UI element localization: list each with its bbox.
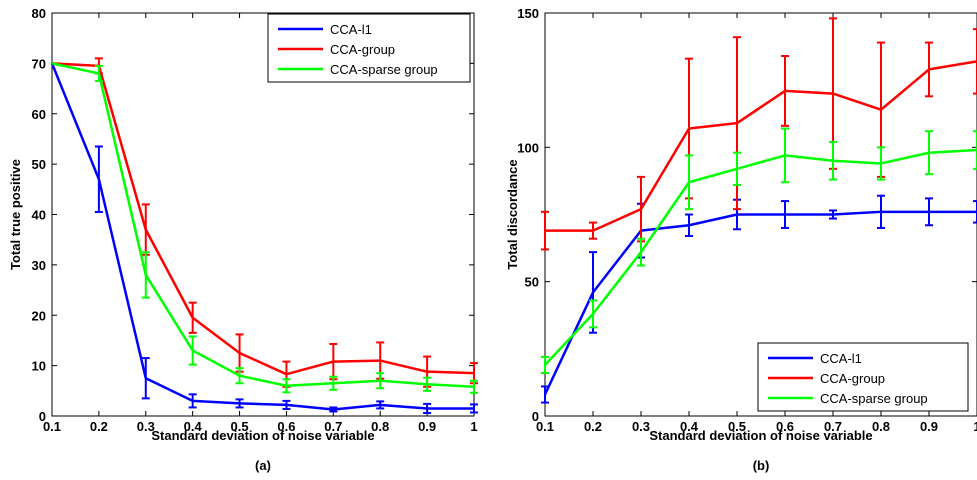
y-axis-label: Total discordance xyxy=(505,159,520,269)
x-tick-label: 0.8 xyxy=(371,419,389,434)
x-tick-label: 0.1 xyxy=(43,419,61,434)
y-tick-label: 50 xyxy=(32,157,46,172)
x-tick-label: 0.3 xyxy=(632,419,650,434)
x-tick-label: 0.4 xyxy=(680,419,699,434)
x-tick-label: 0.7 xyxy=(824,419,842,434)
legend-label: CCA-sparse group xyxy=(330,62,438,77)
x-tick-label: 0.5 xyxy=(231,419,249,434)
y-tick-label: 30 xyxy=(32,258,46,273)
panel-a: 0.1 0.2 0.3 0.4 0.5 0.6 0.7 0.8 0.9 1010203040506… xyxy=(8,6,478,473)
series-cca-sparse-group xyxy=(541,127,977,375)
x-tick-label: 1 xyxy=(973,419,977,434)
legend-label: CCA-group xyxy=(820,371,885,386)
series-line xyxy=(544,148,977,366)
x-tick-label: 0.5 xyxy=(728,419,746,434)
x-tick-label: 0.1 xyxy=(536,419,554,434)
series-line xyxy=(545,60,977,232)
legend: CCA-l1 CCA-group CCA-sparse group xyxy=(757,342,969,412)
x-tick-label: 0.9 xyxy=(920,419,938,434)
y-tick-label: 100 xyxy=(517,140,539,155)
series-cca-sparse-group xyxy=(51,62,478,394)
y-tick-label: 70 xyxy=(32,56,46,71)
y-tick-label: 40 xyxy=(32,208,46,223)
series-cca-l1 xyxy=(50,62,478,414)
y-tick-label: 20 xyxy=(32,308,46,323)
x-axis-label: Standard deviation of noise variable xyxy=(649,428,872,443)
x-tick-label: 1 xyxy=(470,419,477,434)
legend: CCA-l1 CCA-group CCA-sparse group xyxy=(267,13,471,83)
y-tick-label: 10 xyxy=(32,359,46,374)
x-tick-label: 0.9 xyxy=(418,419,436,434)
x-tick-label: 0.3 xyxy=(137,419,155,434)
y-tick-label: 60 xyxy=(32,107,46,122)
y-tick-label: 50 xyxy=(525,275,539,290)
y-tick-label: 0 xyxy=(39,409,46,424)
y-tick-label: 80 xyxy=(32,6,46,21)
y-tick-label: 0 xyxy=(532,409,539,424)
x-tick-label: 0.7 xyxy=(324,419,342,434)
x-tick-label: 0.2 xyxy=(584,419,602,434)
series-line xyxy=(543,210,977,396)
series-line xyxy=(50,62,474,411)
x-tick-label: 0.4 xyxy=(184,419,203,434)
x-tick-label: 0.2 xyxy=(90,419,108,434)
x-tick-label: 0.6 xyxy=(776,419,794,434)
x-axis-label: Standard deviation of noise variable xyxy=(151,428,374,443)
series-line xyxy=(51,62,475,376)
x-tick-label: 0.8 xyxy=(872,419,890,434)
series-cca-group xyxy=(51,57,478,388)
legend-label: CCA-group xyxy=(330,42,395,57)
y-axis-label: Total true positive xyxy=(8,159,23,270)
panel-caption: (b) xyxy=(753,458,770,473)
legend-label: CCA-sparse group xyxy=(820,391,928,406)
legend-label: CCA-l1 xyxy=(820,351,862,366)
legend-label: CCA-l1 xyxy=(330,22,372,37)
x-tick-label: 0.6 xyxy=(277,419,295,434)
panel-b: 0.1 0.2 0.3 0.4 0.5 0.6 0.7 0.8 0.9 1 0 50 100 150 Sta… xyxy=(505,6,977,473)
panel-caption: (a) xyxy=(255,458,271,473)
series-line xyxy=(51,62,475,389)
series-cca-l1 xyxy=(541,194,977,404)
y-tick-label: 150 xyxy=(517,6,539,21)
